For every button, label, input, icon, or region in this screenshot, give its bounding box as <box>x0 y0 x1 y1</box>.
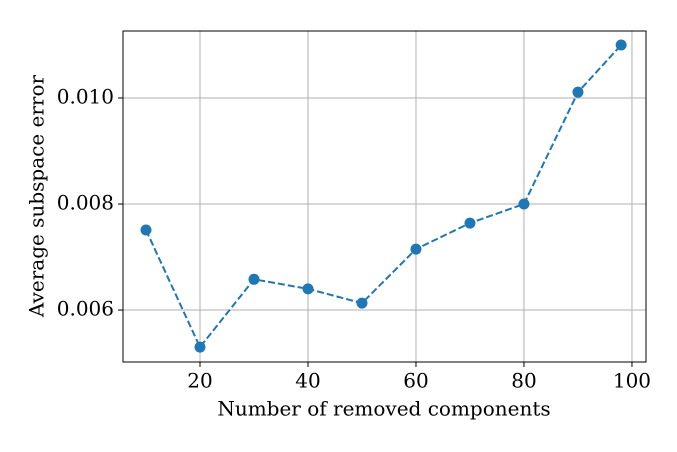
data-point <box>518 198 530 210</box>
x-axis-label: Number of removed components <box>217 397 550 421</box>
data-point <box>410 243 422 255</box>
x-tick-label: 100 <box>613 369 651 393</box>
data-point <box>302 283 314 295</box>
y-tick-label: 0.006 <box>57 297 114 321</box>
data-point <box>572 86 584 98</box>
x-tick-label: 20 <box>187 369 212 393</box>
data-point <box>464 217 476 229</box>
data-point <box>615 39 627 51</box>
data-point <box>140 224 152 236</box>
plot-frame <box>122 30 647 363</box>
x-tick-label: 40 <box>295 369 320 393</box>
x-tick-label: 80 <box>511 369 536 393</box>
series-line <box>145 44 622 350</box>
data-point <box>194 341 206 353</box>
data-point <box>356 297 368 309</box>
y-tick-label: 0.008 <box>57 191 114 215</box>
x-tick-label: 60 <box>403 369 428 393</box>
data-point <box>248 273 260 285</box>
y-tick-label: 0.010 <box>57 85 114 109</box>
y-axis-label: Average subspace error <box>25 74 49 318</box>
